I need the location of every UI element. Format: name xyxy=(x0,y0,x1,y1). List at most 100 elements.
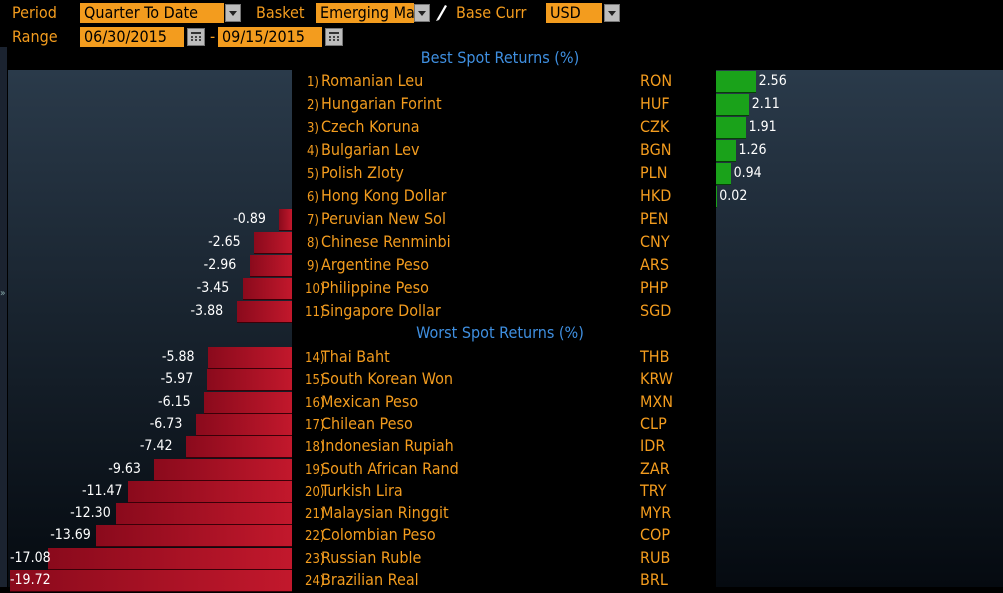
return-bar xyxy=(208,347,292,369)
currency-name: 6)Hong Kong Dollar xyxy=(305,185,645,209)
return-bar xyxy=(279,209,292,231)
return-value-label: -2.96 xyxy=(204,254,237,276)
return-bar xyxy=(204,392,292,414)
rank-number: 22) xyxy=(305,526,319,548)
currency-code: BGN xyxy=(640,139,690,161)
range-start-input[interactable]: 06/30/2015 xyxy=(80,27,184,47)
currency-label: Singapore Dollar xyxy=(321,301,441,320)
currency-label: Czech Koruna xyxy=(321,117,420,136)
basket-label: Basket xyxy=(256,3,304,23)
currency-name: 2)Hungarian Forint xyxy=(305,93,645,117)
best-returns-title: Best Spot Returns (%) xyxy=(300,48,700,68)
currency-label: Colombian Peso xyxy=(321,525,436,544)
rank-number: 2) xyxy=(305,95,319,117)
currency-label: Chilean Peso xyxy=(321,414,413,433)
period-select[interactable]: Quarter To Date xyxy=(80,3,224,23)
pencil-icon[interactable] xyxy=(434,3,448,21)
return-bar xyxy=(716,94,749,116)
expand-arrow-icon[interactable]: » xyxy=(0,288,6,299)
rank-number: 10) xyxy=(305,279,319,301)
currency-name: 20)Turkish Lira xyxy=(305,480,645,504)
currency-name: 19)South African Rand xyxy=(305,458,645,482)
currency-label: Hong Kong Dollar xyxy=(321,186,446,205)
rank-number: 20) xyxy=(305,482,319,504)
currency-name: 24)Brazilian Real xyxy=(305,569,645,593)
rank-number: 11) xyxy=(305,302,319,324)
rank-number: 18) xyxy=(305,437,319,459)
currency-label: Thai Baht xyxy=(321,347,390,366)
currency-label: Polish Zloty xyxy=(321,163,404,182)
return-value-label: -2.65 xyxy=(208,231,241,253)
currency-name: 23)Russian Ruble xyxy=(305,547,645,571)
rank-number: 6) xyxy=(305,187,319,209)
currency-name: 9)Argentine Peso xyxy=(305,254,645,278)
currency-name: 22)Colombian Peso xyxy=(305,524,645,548)
rank-number: 16) xyxy=(305,393,319,415)
range-label: Range xyxy=(12,27,58,47)
currency-code: RUB xyxy=(640,547,690,569)
currency-code: BRL xyxy=(640,569,690,591)
return-value-label: 1.26 xyxy=(739,139,767,161)
currency-label: Turkish Lira xyxy=(321,481,403,500)
return-bar xyxy=(254,232,292,254)
return-value-label: -5.97 xyxy=(161,368,194,390)
currency-code: HKD xyxy=(640,185,690,207)
return-value-label: -19.72 xyxy=(10,569,51,591)
return-bar xyxy=(186,436,292,458)
currency-code: ZAR xyxy=(640,458,690,480)
currency-label: Bulgarian Lev xyxy=(321,140,420,159)
currency-label: Chinese Renminbi xyxy=(321,232,451,251)
currency-code: TRY xyxy=(640,480,690,502)
currency-code: MYR xyxy=(640,502,690,524)
rank-number: 9) xyxy=(305,256,319,278)
currency-label: Russian Ruble xyxy=(321,548,421,567)
rank-number: 4) xyxy=(305,141,319,163)
basket-dropdown-icon[interactable] xyxy=(414,4,430,22)
return-bar xyxy=(716,163,731,185)
currency-label: Philippine Peso xyxy=(321,278,429,297)
base-curr-select[interactable]: USD xyxy=(546,3,602,23)
currency-name: 7)Peruvian New Sol xyxy=(305,208,645,232)
period-dropdown-icon[interactable] xyxy=(225,4,241,22)
return-value-label: -6.15 xyxy=(158,391,191,413)
base-curr-dropdown-icon[interactable] xyxy=(604,4,620,22)
currency-name: 10)Philippine Peso xyxy=(305,277,645,301)
rank-number: 8) xyxy=(305,233,319,255)
currency-code: THB xyxy=(640,346,690,368)
currency-name: 15)South Korean Won xyxy=(305,368,645,392)
return-value-label: 0.02 xyxy=(719,185,747,207)
return-bar xyxy=(250,255,292,277)
return-value-label: -7.42 xyxy=(140,435,173,457)
return-value-label: 2.11 xyxy=(752,93,780,115)
return-bar xyxy=(716,140,736,162)
range-start-calendar-icon[interactable] xyxy=(187,28,205,46)
currency-code: MXN xyxy=(640,391,690,413)
currency-code: CLP xyxy=(640,413,690,435)
return-value-label: 1.91 xyxy=(749,116,777,138)
currency-name: 3)Czech Koruna xyxy=(305,116,645,140)
currency-name: 18)Indonesian Rupiah xyxy=(305,435,645,459)
rank-number: 5) xyxy=(305,164,319,186)
currency-code: RON xyxy=(640,70,690,92)
return-bar xyxy=(48,548,292,570)
currency-name: 14)Thai Baht xyxy=(305,346,645,370)
currency-name: 8)Chinese Renminbi xyxy=(305,231,645,255)
basket-select[interactable]: Emerging Ma xyxy=(316,3,414,23)
currency-label: Hungarian Forint xyxy=(321,94,442,113)
return-value-label: -12.30 xyxy=(70,502,111,524)
currency-label: Malaysian Ringgit xyxy=(321,503,449,522)
currency-name: 16)Mexican Peso xyxy=(305,391,645,415)
return-bar xyxy=(716,71,756,93)
return-value-label: -11.47 xyxy=(82,480,123,502)
currency-code: IDR xyxy=(640,435,690,457)
currency-label: Argentine Peso xyxy=(321,255,429,274)
return-value-label: -0.89 xyxy=(233,208,266,230)
currency-label: Brazilian Real xyxy=(321,570,419,589)
range-end-calendar-icon[interactable] xyxy=(325,28,343,46)
return-bar xyxy=(716,117,746,139)
rank-number: 21) xyxy=(305,504,319,526)
return-bar xyxy=(128,481,292,503)
currency-label: South African Rand xyxy=(321,459,459,478)
range-end-input[interactable]: 09/15/2015 xyxy=(218,27,322,47)
side-edge xyxy=(0,47,7,587)
